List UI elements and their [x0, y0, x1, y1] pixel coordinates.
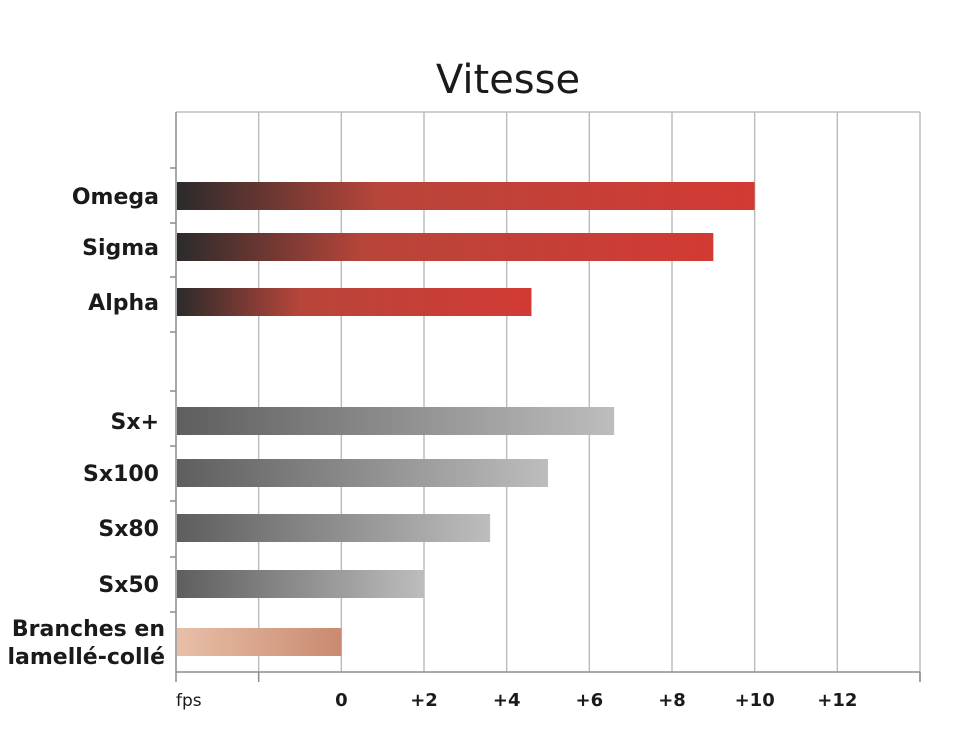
bars [177, 182, 755, 656]
bar [177, 514, 491, 542]
bar [177, 233, 714, 261]
x-unit-label: fps [176, 691, 202, 711]
x-tick-labels: 0 +2 +4 +6 +8 +10 +12 [335, 690, 857, 711]
category-label: Sx50 [98, 573, 159, 598]
category-label: lamellé-collé [7, 645, 165, 670]
category-label: Alpha [88, 291, 159, 316]
category-label: Branches en [12, 617, 165, 642]
plot-frame [170, 111, 921, 682]
x-tick-label: +10 [735, 690, 775, 711]
bar [177, 288, 532, 316]
bar [177, 628, 342, 656]
bar [177, 570, 424, 598]
bar [177, 407, 615, 435]
bar [177, 182, 755, 210]
category-label: Sx+ [111, 410, 159, 435]
category-labels: Omega Sigma Alpha Sx+ Sx100 Sx80 Sx50 Branches … [7, 185, 165, 670]
x-tick-label: +6 [576, 690, 604, 711]
category-label: Omega [72, 185, 159, 210]
x-tick-label: +12 [817, 690, 857, 711]
category-label: Sigma [82, 236, 159, 261]
bar [177, 459, 548, 487]
x-tick-label: +4 [493, 690, 521, 711]
x-tick-label: +2 [410, 690, 438, 711]
category-label: Sx100 [83, 462, 159, 487]
x-tick-label: +8 [658, 690, 686, 711]
category-label: Sx80 [98, 517, 159, 542]
chart-title: Vitesse [436, 57, 580, 103]
x-tick-label: 0 [335, 690, 348, 711]
